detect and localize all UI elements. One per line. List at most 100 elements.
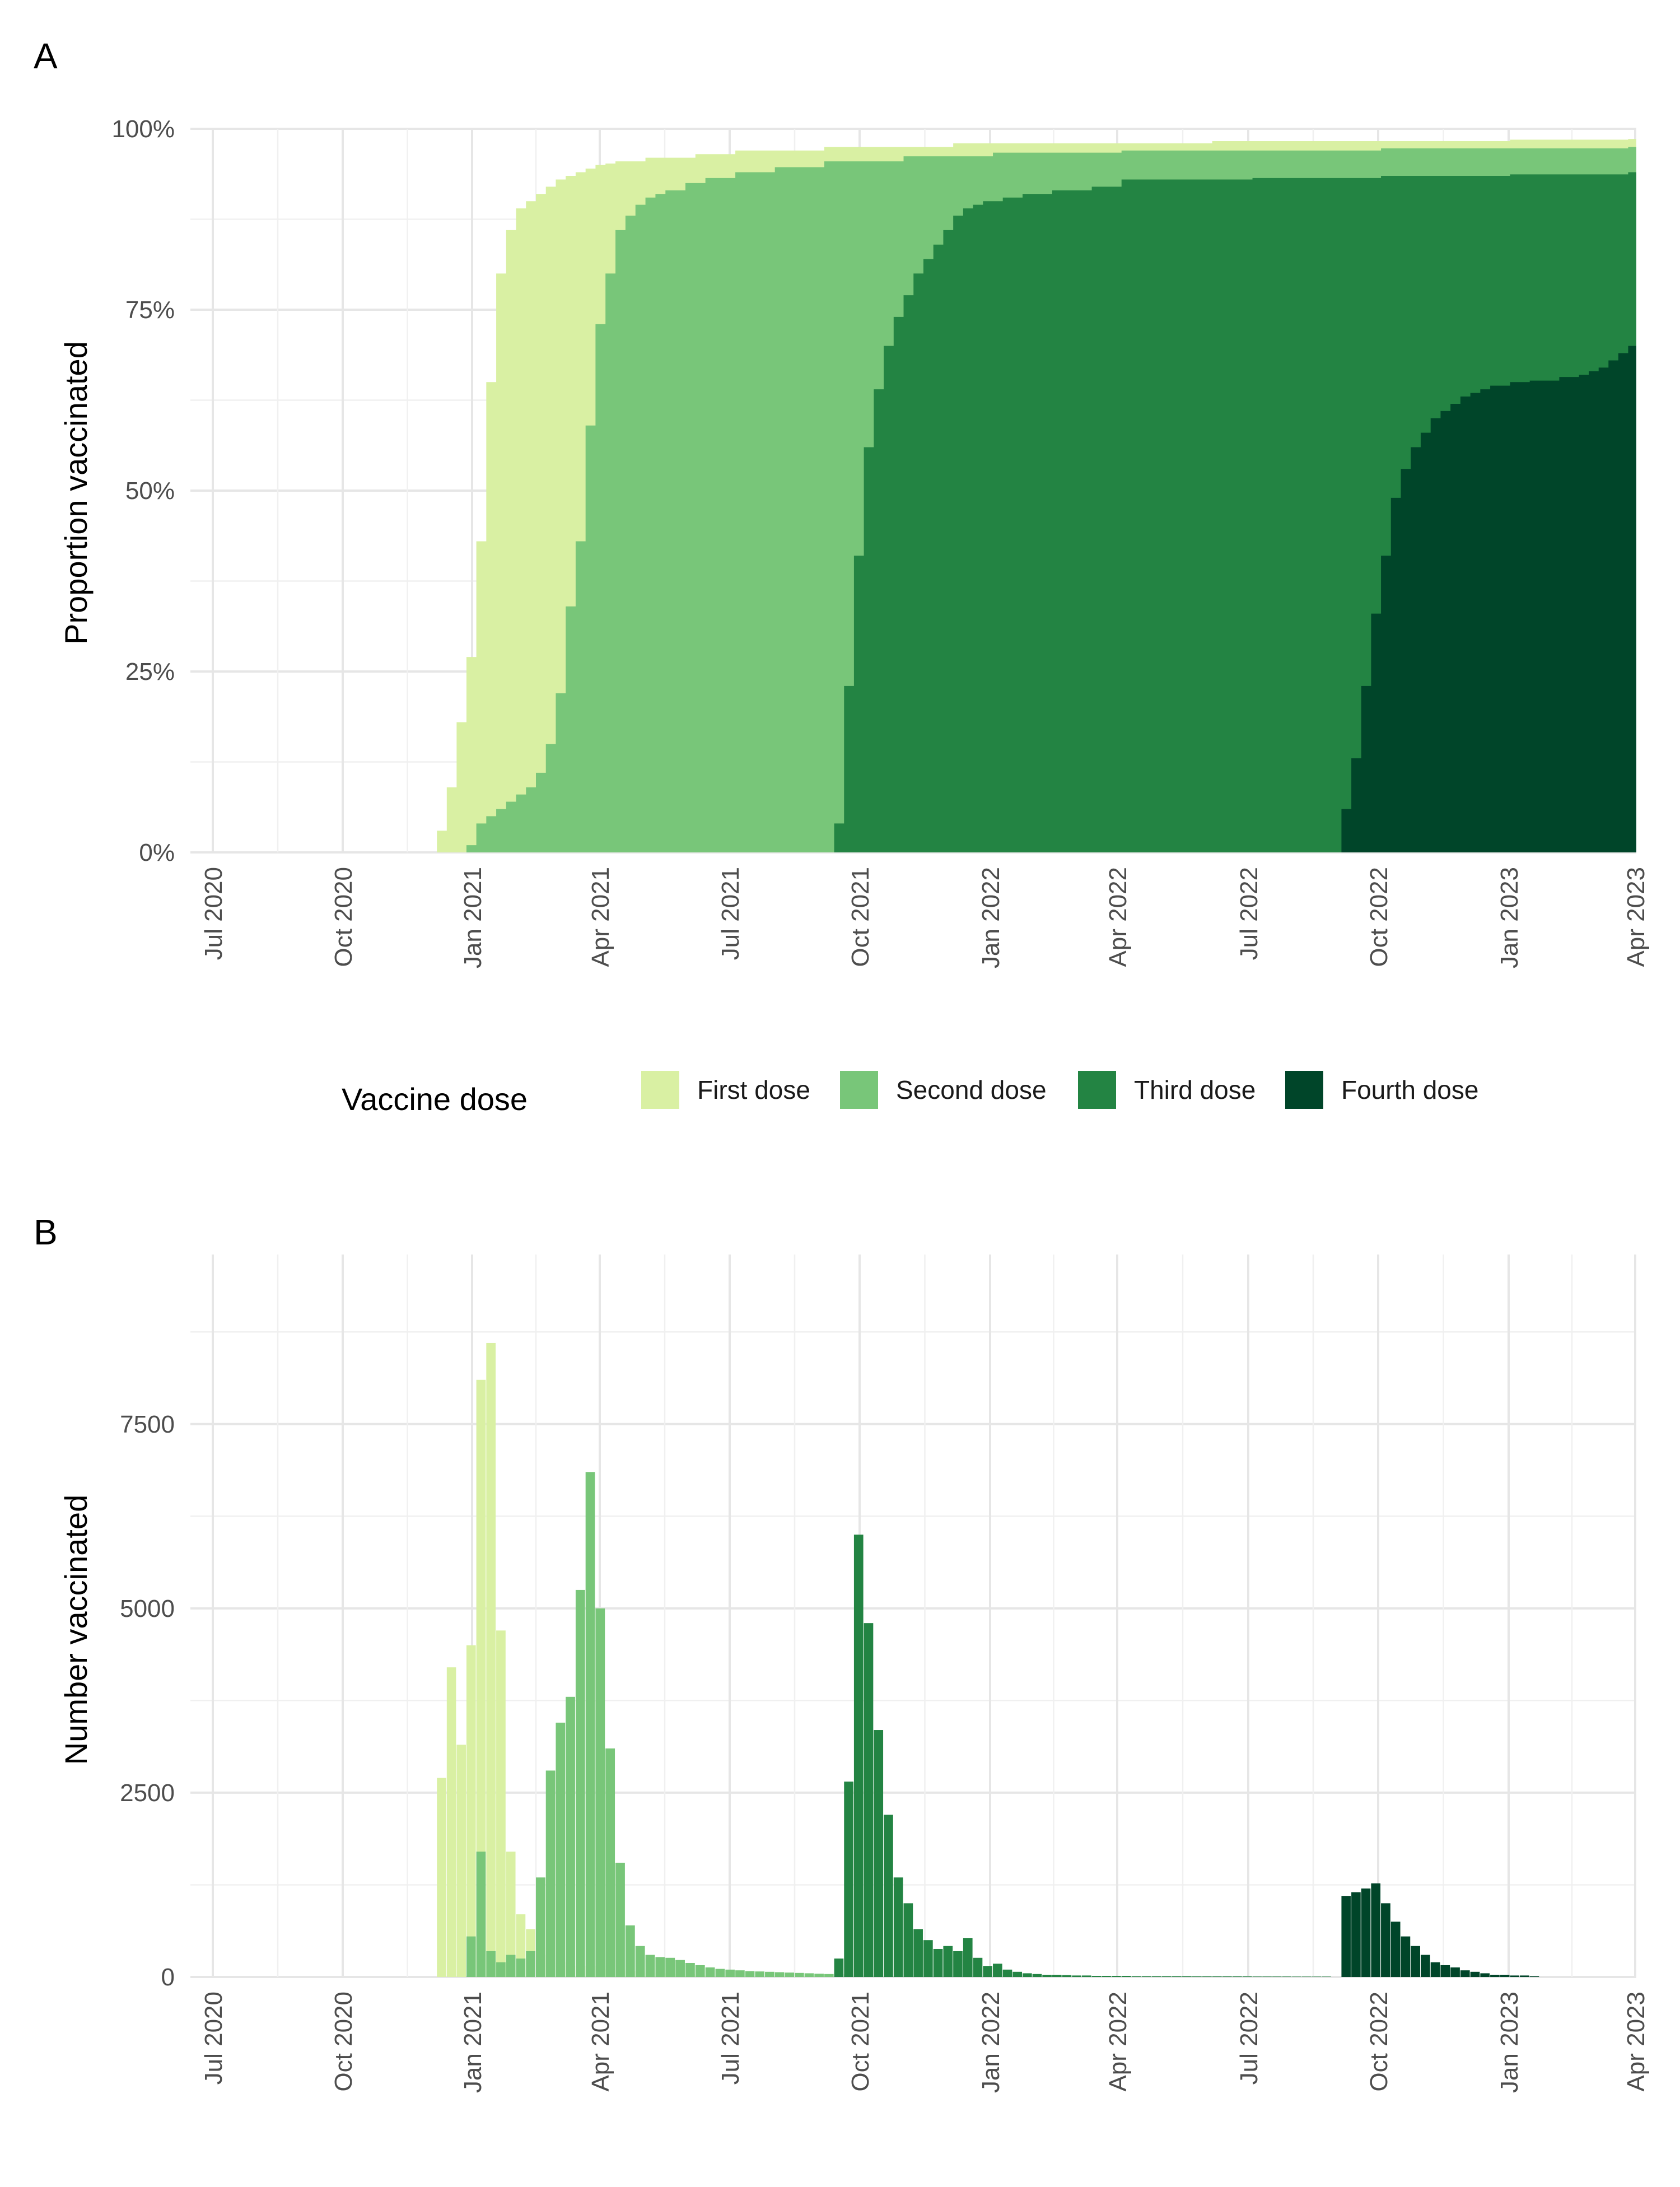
panel-b-bar-second-dose-2021-04-19 bbox=[625, 1925, 635, 1977]
panel-a-y-tick-0: 0% bbox=[139, 839, 175, 866]
panel-b-bar-third-dose-2022-02-28 bbox=[1072, 1975, 1081, 1977]
panel-b-bar-second-dose-2021-07-12 bbox=[745, 1971, 755, 1977]
legend-title: Vaccine dose bbox=[342, 1081, 528, 1117]
panel-b-bar-second-dose-2021-05-24 bbox=[675, 1960, 685, 1977]
legend-label-fourth-dose: Fourth dose bbox=[1341, 1075, 1478, 1104]
panel-b-bar-first-dose-2020-12-28 bbox=[466, 1645, 476, 1977]
panel-b-series-second-dose bbox=[466, 1472, 913, 1977]
panel-b-bar-third-dose-2021-12-27 bbox=[983, 1966, 993, 1977]
panel-b-bar-first-dose-2021-01-11 bbox=[486, 1342, 496, 1977]
panel-b-x-tick-apr-2022: Apr 2022 bbox=[1104, 1992, 1132, 2092]
panel-b-bar-third-dose-2022-02-21 bbox=[1062, 1975, 1072, 1977]
panel-b-bar-second-dose-2021-03-22 bbox=[585, 1472, 595, 1977]
panel-a-label: A bbox=[34, 36, 58, 76]
panel-b-bar-third-dose-2022-01-24 bbox=[1023, 1973, 1032, 1977]
legend-swatch-second-dose bbox=[840, 1071, 878, 1109]
panel-b-bar-third-dose-2022-05-23 bbox=[1192, 1976, 1202, 1977]
panel-b-y-axis: 0 2500 5000 7500 bbox=[120, 1411, 175, 1991]
panel-b-bar-first-dose-2020-12-14 bbox=[446, 1667, 456, 1977]
panel-b-bar-fourth-dose-2023-01-02 bbox=[1510, 1975, 1520, 1977]
legend-label-third-dose: Third dose bbox=[1134, 1075, 1256, 1104]
panel-b-bar-third-dose-2022-02-07 bbox=[1042, 1975, 1052, 1977]
panel-b-bar-fourth-dose-2022-09-26 bbox=[1371, 1883, 1381, 1977]
panel-b-bar-third-dose-2022-03-14 bbox=[1091, 1976, 1102, 1977]
panel-a-x-tick-oct-2022: Oct 2022 bbox=[1365, 867, 1393, 967]
panel-b: B 0 2500 5000 7500 Jul 2020 Oct 2020 Jan 2… bbox=[34, 1212, 1650, 2093]
panel-b-bar-second-dose-2021-07-26 bbox=[765, 1971, 774, 1977]
panel-a-x-tick-jan-2023: Jan 2023 bbox=[1496, 867, 1523, 968]
panel-b-bar-second-dose-2021-08-30 bbox=[814, 1974, 824, 1977]
panel-b-bar-third-dose-2021-11-01 bbox=[903, 1903, 913, 1977]
panel-b-bar-third-dose-2021-12-20 bbox=[973, 1957, 983, 1977]
panel-b-bar-third-dose-2022-02-14 bbox=[1052, 1975, 1062, 1977]
panel-b-bar-third-dose-2022-04-11 bbox=[1131, 1976, 1141, 1977]
panel-b-bar-first-dose-2021-01-18 bbox=[496, 1630, 506, 1977]
panel-b-bar-fourth-dose-2022-10-31 bbox=[1420, 1955, 1430, 1977]
panel-b-bar-second-dose-2021-02-08 bbox=[526, 1951, 535, 1977]
panel-b-x-tick-oct-2020: Oct 2020 bbox=[330, 1992, 357, 2092]
panel-b-bar-second-dose-2021-03-29 bbox=[595, 1608, 605, 1977]
panel-a: A 0% 25% 50% 75% 100% Jul 2020 Oct 2020 Ja… bbox=[34, 36, 1650, 968]
panel-b-y-tick-2500: 2500 bbox=[120, 1779, 175, 1807]
panel-b-x-tick-jan-2023: Jan 2023 bbox=[1496, 1992, 1523, 2093]
panel-b-bar-third-dose-2021-10-04 bbox=[864, 1623, 874, 1977]
panel-b-bar-second-dose-2021-06-28 bbox=[725, 1969, 735, 1977]
panel-a-x-tick-jan-2021: Jan 2021 bbox=[459, 867, 487, 968]
panel-b-bar-second-dose-2021-04-12 bbox=[615, 1862, 625, 1977]
legend: Vaccine dose First dose Second dose Thir… bbox=[342, 1071, 1478, 1117]
panel-b-bar-third-dose-2021-10-18 bbox=[884, 1815, 893, 1977]
panel-b-x-tick-jul-2020: Jul 2020 bbox=[200, 1992, 227, 2085]
panel-b-bar-second-dose-2021-05-31 bbox=[685, 1962, 695, 1977]
legend-swatch-third-dose bbox=[1078, 1071, 1116, 1109]
panel-b-bar-fourth-dose-2023-01-16 bbox=[1529, 1976, 1539, 1977]
panel-b-label: B bbox=[34, 1212, 58, 1252]
panel-b-bar-second-dose-2021-08-16 bbox=[795, 1973, 804, 1977]
panel-b-bar-third-dose-2022-01-03 bbox=[993, 1964, 1002, 1977]
panel-b-bar-fourth-dose-2022-11-07 bbox=[1430, 1962, 1440, 1977]
panel-b-bar-second-dose-2021-01-18 bbox=[496, 1962, 506, 1977]
panel-b-bar-third-dose-2021-09-13 bbox=[834, 1958, 844, 1977]
panel-b-bar-third-dose-2021-11-15 bbox=[923, 1940, 933, 1977]
panel-b-bar-first-dose-2020-12-07 bbox=[437, 1778, 446, 1977]
panel-b-bar-third-dose-2022-07-04 bbox=[1252, 1976, 1262, 1977]
panel-b-bar-third-dose-2022-05-09 bbox=[1172, 1976, 1182, 1977]
panel-b-bar-third-dose-2022-08-15 bbox=[1312, 1976, 1322, 1977]
panel-b-bar-third-dose-2022-03-07 bbox=[1081, 1975, 1091, 1977]
panel-b-bar-third-dose-2022-03-21 bbox=[1102, 1976, 1111, 1977]
panel-b-series-fourth-dose bbox=[1341, 1883, 1539, 1977]
panel-b-bar-third-dose-2021-10-25 bbox=[893, 1877, 903, 1977]
panel-b-bar-third-dose-2021-11-29 bbox=[943, 1946, 953, 1977]
panel-b-x-tick-jul-2021: Jul 2021 bbox=[717, 1992, 744, 2085]
panel-b-x-tick-apr-2021: Apr 2021 bbox=[587, 1992, 614, 2092]
panel-b-bar-second-dose-2021-05-10 bbox=[655, 1957, 665, 1977]
panel-b-bar-second-dose-2021-07-19 bbox=[755, 1971, 765, 1977]
panel-b-bar-third-dose-2021-09-20 bbox=[844, 1782, 853, 1977]
panel-b-bar-third-dose-2021-12-06 bbox=[953, 1951, 963, 1977]
panel-b-bar-fourth-dose-2022-12-19 bbox=[1490, 1975, 1500, 1977]
panel-b-bar-third-dose-2022-07-25 bbox=[1282, 1976, 1292, 1977]
panel-a-x-tick-jul-2022: Jul 2022 bbox=[1235, 867, 1263, 960]
panel-a-x-tick-jul-2021: Jul 2021 bbox=[717, 867, 744, 960]
panel-b-bar-third-dose-2022-08-01 bbox=[1292, 1976, 1301, 1977]
panel-b-bar-third-dose-2022-07-18 bbox=[1272, 1976, 1282, 1977]
panel-b-bar-first-dose-2020-12-21 bbox=[456, 1745, 466, 1977]
panel-b-x-tick-oct-2022: Oct 2022 bbox=[1365, 1992, 1393, 2092]
panel-b-bar-second-dose-2021-03-08 bbox=[566, 1696, 575, 1977]
panel-a-y-tick-75: 75% bbox=[125, 296, 175, 324]
panel-a-y-tick-100: 100% bbox=[111, 115, 175, 143]
panel-a-series-fourth-dose bbox=[1341, 346, 1636, 852]
panel-a-plot-area bbox=[437, 139, 1636, 852]
panel-b-bar-first-dose-2021-01-25 bbox=[506, 1852, 516, 1977]
panel-b-bar-second-dose-2021-06-14 bbox=[705, 1967, 715, 1977]
panel-b-bar-third-dose-2022-03-28 bbox=[1111, 1976, 1121, 1977]
panel-b-bar-third-dose-2021-12-13 bbox=[963, 1938, 973, 1977]
panel-b-bar-fourth-dose-2022-12-26 bbox=[1500, 1975, 1510, 1977]
panel-b-bar-second-dose-2021-08-09 bbox=[785, 1973, 794, 1977]
panel-a-x-tick-oct-2021: Oct 2021 bbox=[847, 867, 874, 967]
panel-b-series-third-dose bbox=[834, 1535, 1331, 1977]
panel-b-bar-third-dose-2022-05-30 bbox=[1202, 1976, 1212, 1977]
panel-a-x-tick-apr-2022: Apr 2022 bbox=[1104, 867, 1132, 967]
panel-b-bar-third-dose-2022-05-02 bbox=[1161, 1976, 1172, 1977]
panel-b-bar-second-dose-2021-01-04 bbox=[476, 1852, 486, 1977]
